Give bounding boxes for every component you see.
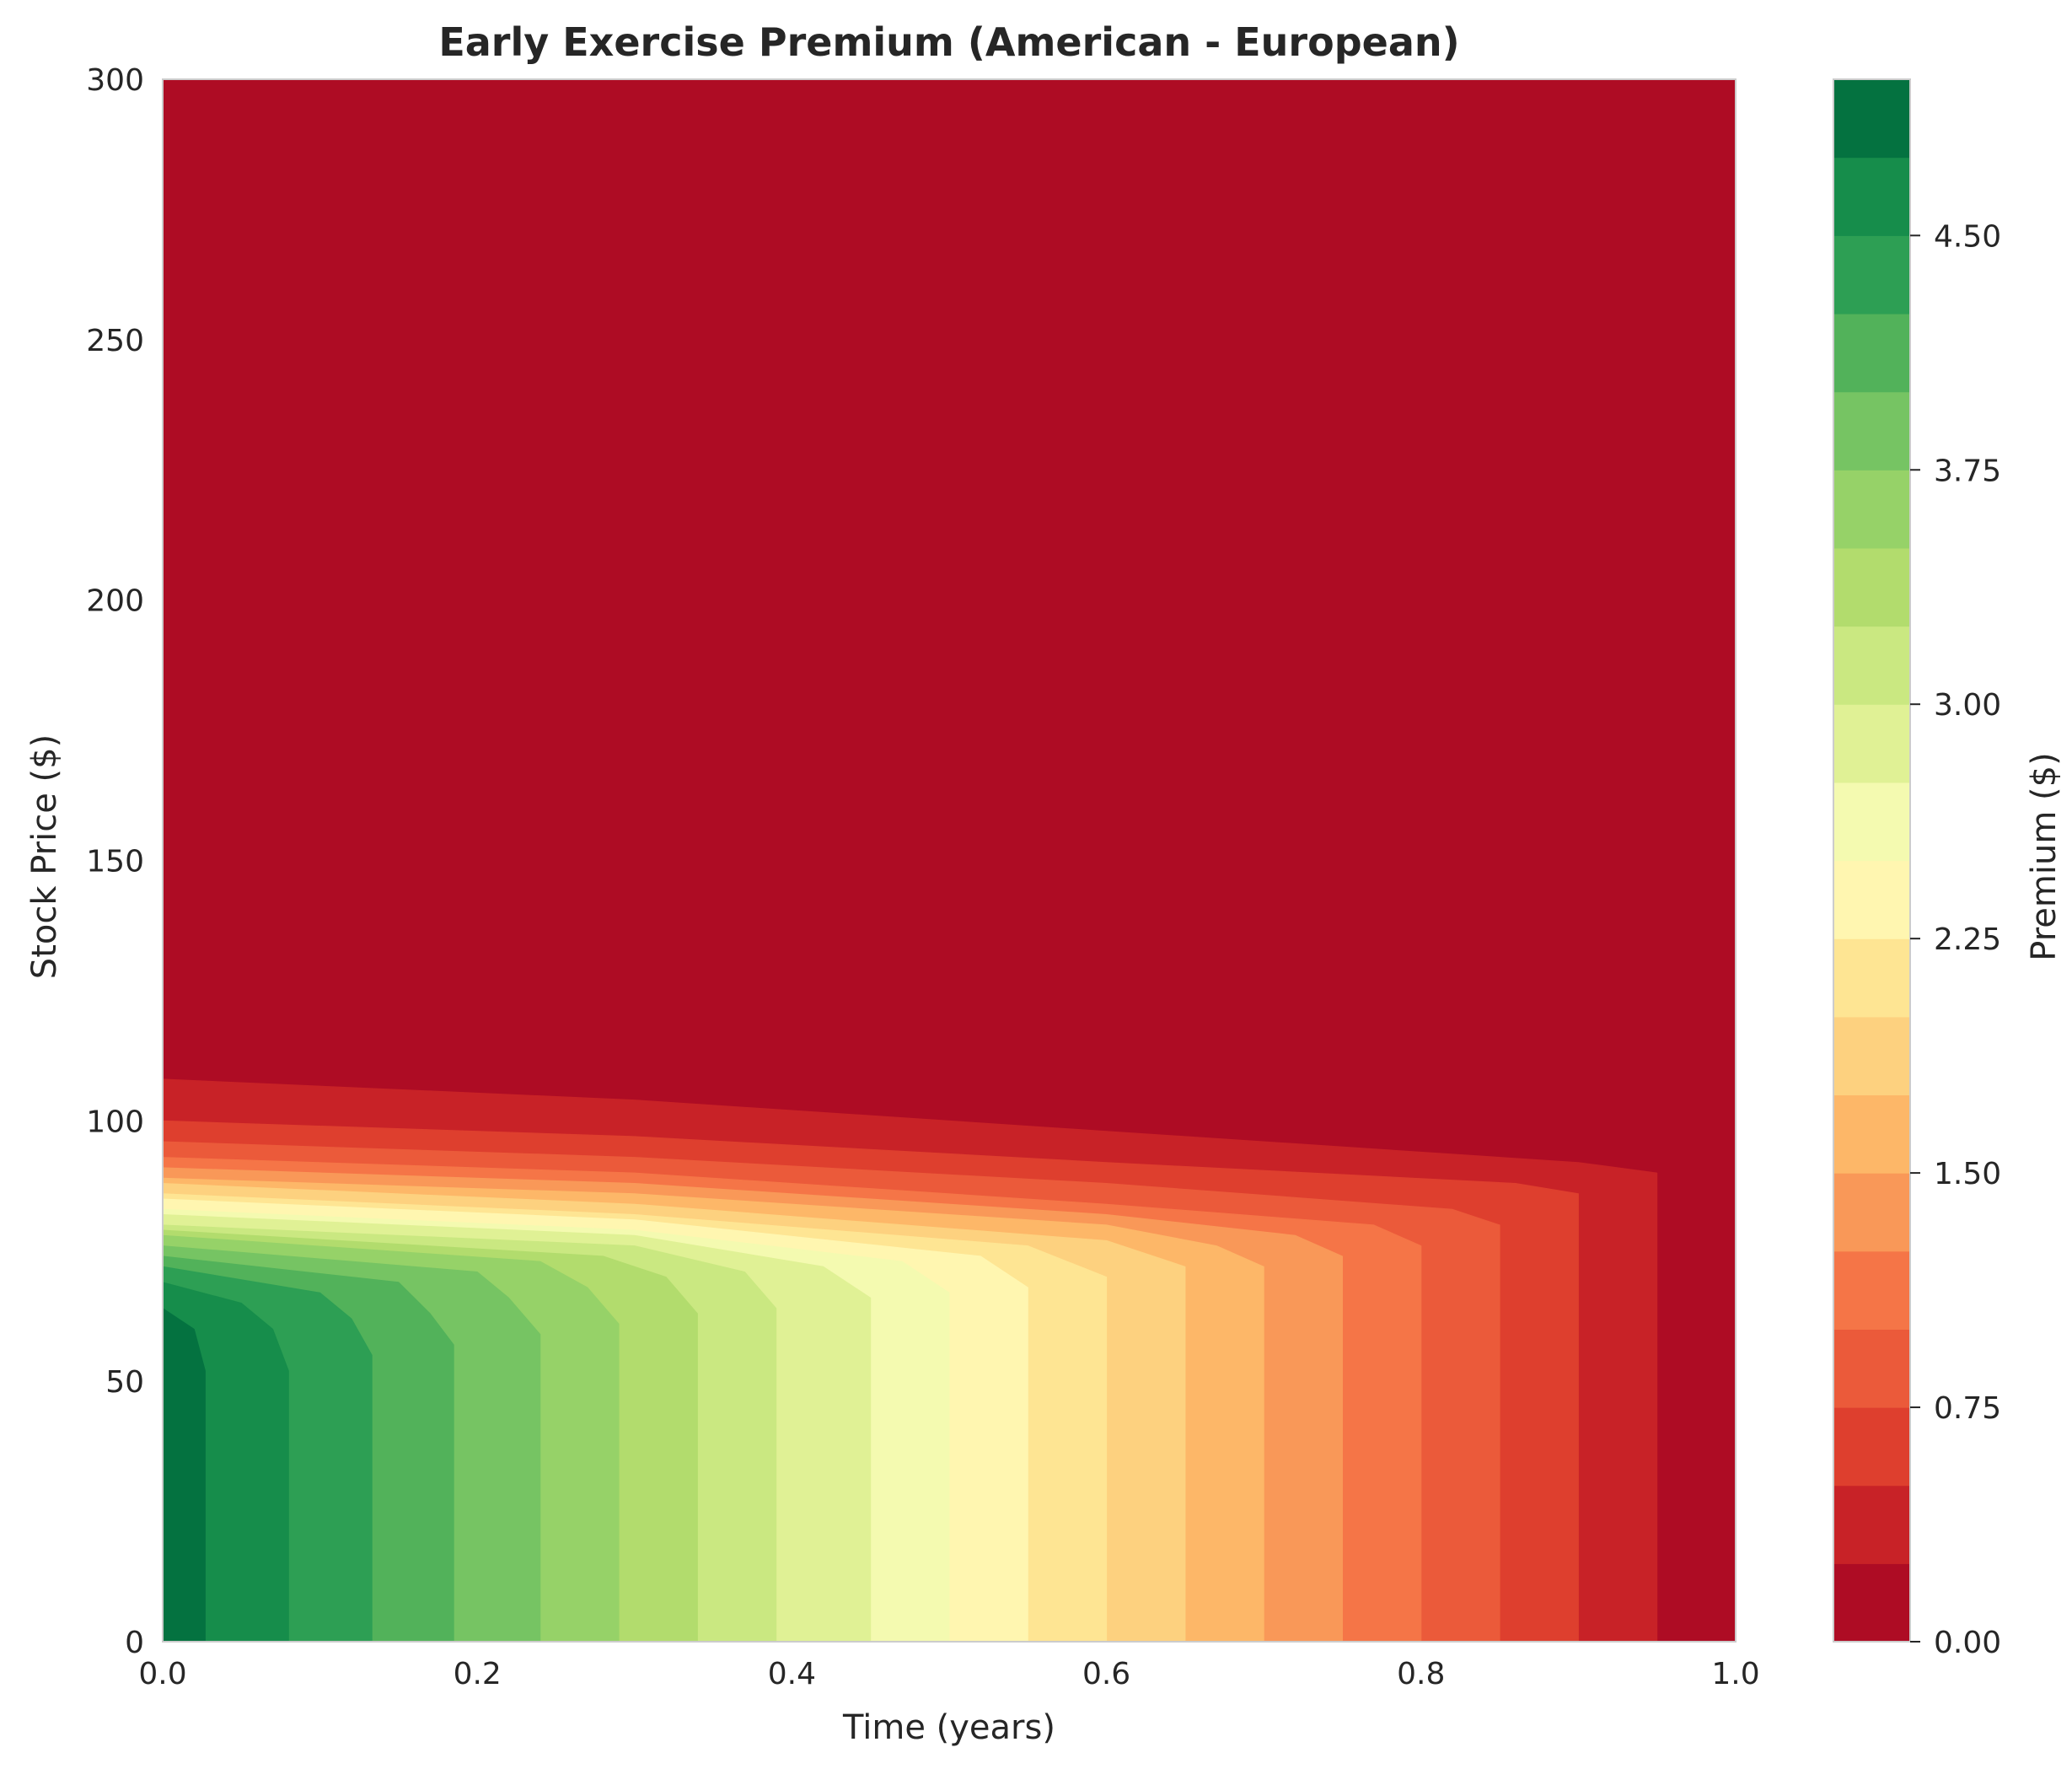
x-tick-label: 0.0 bbox=[138, 1657, 186, 1691]
colorbar-tick-label: 4.50 bbox=[1934, 219, 2001, 254]
chart-title: Early Exercise Premium (American - Europ… bbox=[438, 19, 1459, 65]
contour-plot-area bbox=[162, 79, 1736, 1643]
colorbar-segment bbox=[1833, 235, 1910, 315]
colorbar-segment bbox=[1833, 860, 1910, 939]
colorbar-segment bbox=[1833, 157, 1910, 236]
colorbar-tick-label: 3.75 bbox=[1934, 454, 2001, 488]
colorbar: 0.00 0.75 1.50 2.25 3.00 3.75 4.50 bbox=[1833, 78, 2001, 1660]
colorbar-segment bbox=[1833, 79, 1910, 159]
x-axis-label: Time (years) bbox=[842, 1708, 1055, 1747]
colorbar-segment bbox=[1833, 626, 1910, 705]
x-tick-label: 0.2 bbox=[454, 1657, 502, 1691]
colorbar-tick-label: 3.00 bbox=[1934, 688, 2001, 723]
colorbar-segment bbox=[1833, 938, 1910, 1018]
colorbar-segment bbox=[1833, 313, 1910, 393]
colorbar-segment bbox=[1833, 1329, 1910, 1408]
colorbar-tick-label: 0.00 bbox=[1934, 1626, 2001, 1660]
colorbar-segment bbox=[1833, 470, 1910, 549]
colorbar-segment bbox=[1833, 1563, 1910, 1643]
y-axis-label: Stock Price ($) bbox=[25, 734, 64, 979]
contour-band-19 bbox=[162, 1308, 206, 1643]
colorbar-segment bbox=[1833, 1173, 1910, 1252]
x-tick-label: 0.6 bbox=[1082, 1657, 1130, 1691]
colorbar-segment bbox=[1833, 1250, 1910, 1330]
y-tick-label: 250 bbox=[86, 324, 144, 358]
colorbar-tick-label: 1.50 bbox=[1934, 1157, 2001, 1191]
colorbar-frame bbox=[1833, 78, 1911, 1643]
y-tick-label: 150 bbox=[86, 845, 144, 879]
colorbar-label: Premium ($) bbox=[2025, 752, 2064, 960]
colorbar-segment bbox=[1833, 782, 1910, 862]
colorbar-segment bbox=[1833, 391, 1910, 470]
y-tick-label: 100 bbox=[86, 1105, 144, 1139]
colorbar-segment bbox=[1833, 547, 1910, 627]
plot-frame bbox=[162, 78, 1737, 1643]
y-tick-label: 300 bbox=[86, 63, 144, 98]
y-tick-label: 200 bbox=[86, 584, 144, 619]
colorbar-tick-label: 0.75 bbox=[1934, 1391, 2001, 1426]
colorbar-segment bbox=[1833, 1407, 1910, 1487]
colorbar-tick-label: 2.25 bbox=[1934, 922, 2001, 957]
colorbar-segment bbox=[1833, 704, 1910, 783]
x-tick-label: 1.0 bbox=[1711, 1657, 1759, 1691]
x-tick-label: 0.8 bbox=[1397, 1657, 1445, 1691]
axes: 0.0 0.2 0.4 0.6 0.8 1.0 0 50 100 150 200 250 300 bbox=[86, 63, 1759, 1691]
colorbar-segment bbox=[1833, 1094, 1910, 1174]
x-tick-label: 0.4 bbox=[768, 1657, 816, 1691]
y-tick-label: 0 bbox=[125, 1626, 144, 1660]
y-tick-label: 50 bbox=[105, 1365, 144, 1400]
colorbar-segment bbox=[1833, 1016, 1910, 1096]
colorbar-segment bbox=[1833, 1485, 1910, 1564]
